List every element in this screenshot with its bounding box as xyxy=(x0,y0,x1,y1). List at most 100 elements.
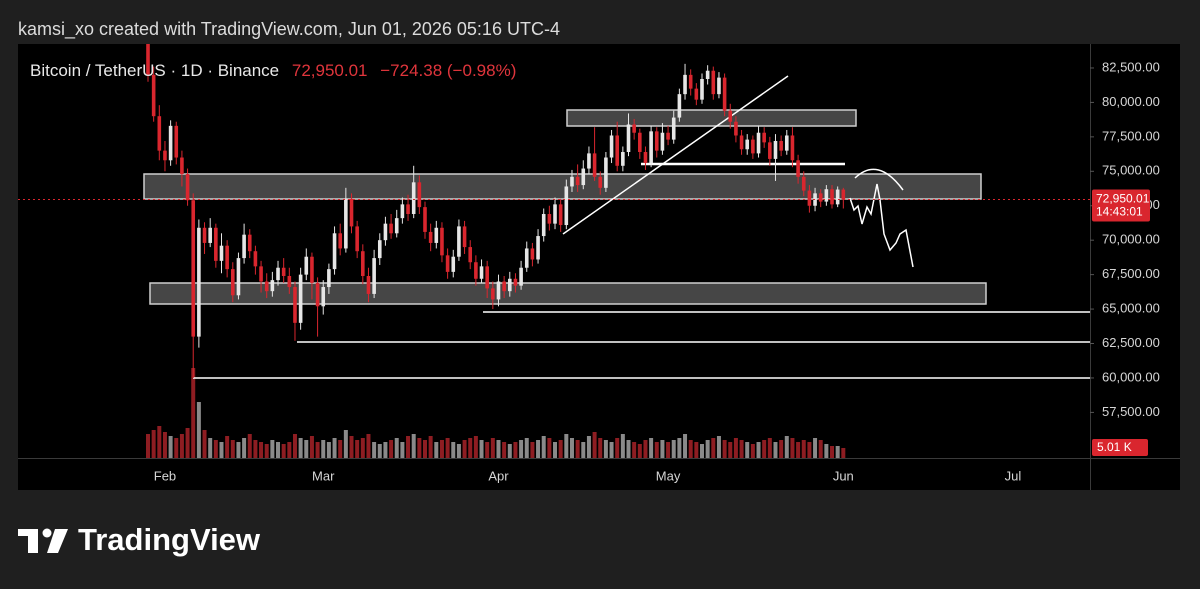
volume-bar xyxy=(247,434,252,458)
candle-body xyxy=(813,193,817,206)
volume-bar xyxy=(767,438,772,458)
candle-body xyxy=(830,189,834,205)
volume-bar xyxy=(151,430,156,458)
volume-bar xyxy=(445,438,450,458)
candle-body xyxy=(553,204,557,224)
volume-bar xyxy=(377,444,382,458)
countdown-label: 14:43:01 xyxy=(1096,205,1143,219)
volume-bar xyxy=(705,440,710,458)
volume-bar xyxy=(547,438,552,458)
volume-bar xyxy=(259,442,264,458)
volume-bar xyxy=(479,440,484,458)
candle-body xyxy=(338,233,343,249)
volume-bar xyxy=(270,440,275,458)
volume-bar xyxy=(835,446,840,458)
candle-body xyxy=(728,110,733,122)
candle-body xyxy=(790,135,795,161)
volume-bar xyxy=(541,436,546,458)
candle-layer xyxy=(18,44,1090,378)
candle-body xyxy=(654,131,659,151)
price-badge-label: 72,950.01 xyxy=(1096,192,1150,206)
chart-title: Bitcoin / TetherUS · 1D · Binance xyxy=(30,61,279,80)
volume-bar xyxy=(536,440,541,458)
volume-bar xyxy=(558,440,563,458)
volume-bar xyxy=(225,436,230,458)
candle-body xyxy=(253,251,258,267)
volume-bar xyxy=(191,368,196,458)
volume-bar xyxy=(739,440,744,458)
candle-body xyxy=(191,200,196,337)
volume-bar xyxy=(677,438,682,458)
volume-bar xyxy=(796,442,801,458)
candle-body xyxy=(615,135,619,166)
volume-bar xyxy=(462,440,467,458)
candle-body xyxy=(479,266,484,279)
candle-body xyxy=(705,70,710,79)
volume-bar xyxy=(196,402,201,458)
volume-bar xyxy=(649,438,654,458)
candle-body xyxy=(717,77,721,95)
volume-bar xyxy=(586,436,591,458)
y-tick-label: 70,000.00 xyxy=(1102,232,1160,247)
candle-body xyxy=(293,287,297,323)
candle-body xyxy=(796,160,800,177)
candle-body xyxy=(208,227,212,243)
candle-body xyxy=(688,74,693,89)
volume-bar xyxy=(417,438,422,458)
candle-body xyxy=(462,226,467,248)
candle-body xyxy=(428,231,433,243)
candle-body xyxy=(411,182,416,215)
candle-body xyxy=(304,256,309,275)
volume-bar xyxy=(683,434,688,458)
candle-body xyxy=(801,176,806,191)
candle-body xyxy=(180,157,184,175)
candle-body xyxy=(745,139,750,150)
y-tick-label: 77,500.00 xyxy=(1102,128,1160,143)
candle-body xyxy=(146,44,150,75)
volume-bar xyxy=(694,442,699,458)
volume-bar xyxy=(394,438,399,458)
candle-body xyxy=(734,121,738,136)
volume-bar xyxy=(620,434,625,458)
candle-body xyxy=(824,189,829,202)
volume-bar xyxy=(230,440,235,458)
volume-bar xyxy=(366,434,371,458)
candle-body xyxy=(519,267,523,286)
volume-bar xyxy=(711,438,716,458)
volume-bar xyxy=(513,442,518,458)
candle-body xyxy=(423,207,427,232)
volume-bar xyxy=(779,440,784,458)
volume-layer xyxy=(146,368,846,458)
candle-body xyxy=(530,248,535,260)
candle-body xyxy=(779,140,783,151)
volume-bar xyxy=(519,440,524,458)
volume-bar xyxy=(468,438,473,458)
candle-body xyxy=(502,281,506,292)
volume-bar xyxy=(745,442,750,458)
candle-body xyxy=(400,204,405,219)
drawings xyxy=(143,75,1090,379)
candle-body xyxy=(287,276,292,288)
logo-part xyxy=(42,528,52,538)
candle-body xyxy=(349,198,354,227)
volume-bar xyxy=(502,442,507,458)
volume-bar xyxy=(733,438,738,458)
volume-bar xyxy=(162,432,167,458)
candle-body xyxy=(739,135,744,150)
candle-body xyxy=(202,227,207,243)
volume-bar xyxy=(332,438,337,458)
candle-body xyxy=(321,287,326,307)
price-change: −724.38 (−0.98%) xyxy=(380,61,516,80)
candle-body xyxy=(185,174,190,201)
trend-line xyxy=(562,75,789,235)
volume-bar xyxy=(524,438,529,458)
volume-bar xyxy=(750,444,755,458)
volume-bar xyxy=(660,440,665,458)
volume-bar xyxy=(202,430,207,458)
volume-bar xyxy=(773,442,778,458)
candle-body xyxy=(485,266,489,289)
x-tick-label: Feb xyxy=(154,468,176,483)
candle-body xyxy=(225,245,229,270)
x-tick-label: Apr xyxy=(488,468,509,483)
candle-body xyxy=(197,227,201,337)
